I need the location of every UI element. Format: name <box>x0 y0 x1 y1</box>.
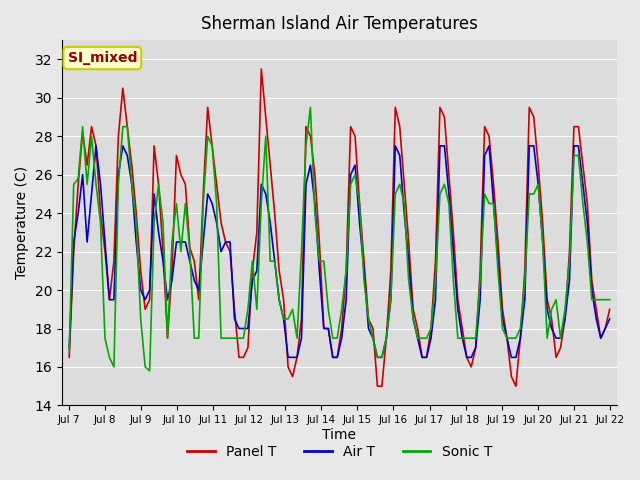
X-axis label: Time: Time <box>323 428 356 442</box>
Y-axis label: Temperature (C): Temperature (C) <box>15 166 29 279</box>
Title: Sherman Island Air Temperatures: Sherman Island Air Temperatures <box>201 15 478 33</box>
Legend: Panel T, Air T, Sonic T: Panel T, Air T, Sonic T <box>181 439 497 464</box>
Text: SI_mixed: SI_mixed <box>68 51 137 65</box>
